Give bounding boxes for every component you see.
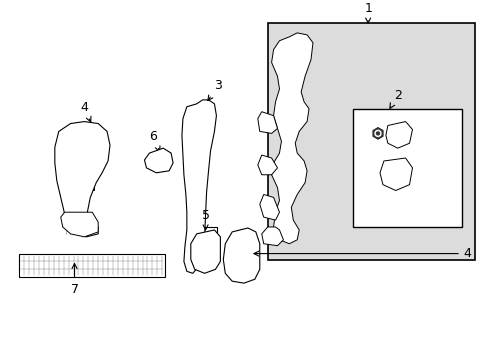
Bar [20, 253, 165, 277]
Circle shape [374, 130, 380, 136]
Text: 6: 6 [149, 130, 160, 151]
Polygon shape [223, 228, 259, 283]
Text: 7: 7 [70, 264, 79, 296]
Polygon shape [261, 227, 283, 246]
Bar [197, 227, 217, 235]
Polygon shape [259, 194, 279, 220]
Polygon shape [257, 155, 277, 175]
Polygon shape [55, 122, 110, 237]
Polygon shape [61, 212, 98, 237]
Polygon shape [257, 112, 277, 134]
Bar [267, 23, 473, 260]
Polygon shape [144, 148, 173, 173]
Text: 4: 4 [253, 247, 470, 260]
Polygon shape [372, 127, 382, 139]
Bar [353, 109, 461, 227]
Polygon shape [182, 100, 216, 273]
Text: 3: 3 [207, 79, 222, 100]
Bar [70, 178, 94, 190]
Text: 2: 2 [389, 89, 401, 108]
Bar [70, 158, 94, 174]
Polygon shape [271, 33, 312, 244]
Bar [238, 230, 249, 235]
Polygon shape [379, 158, 412, 190]
Polygon shape [190, 230, 220, 273]
Text: 5: 5 [201, 209, 209, 230]
Polygon shape [385, 122, 412, 148]
Text: 1: 1 [364, 2, 371, 23]
Circle shape [376, 132, 379, 135]
Text: 4: 4 [81, 101, 91, 122]
